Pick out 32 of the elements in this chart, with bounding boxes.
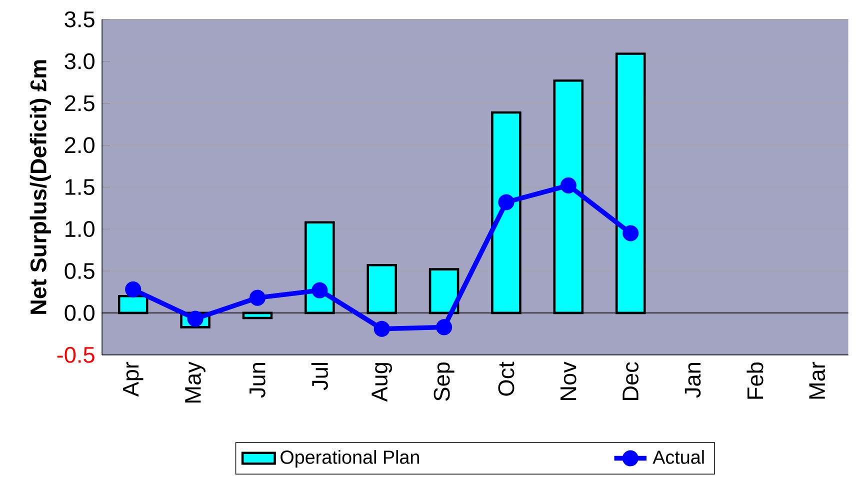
legend-label: Actual <box>652 450 704 464</box>
legend-label: Operational Plan <box>280 450 419 468</box>
x-tick-label: Oct <box>498 362 514 396</box>
x-tick-label: Feb <box>746 362 764 399</box>
x-tick-label: Apr <box>122 362 144 397</box>
y-tick-label: -0.5 <box>57 346 94 363</box>
y-tick-label: 1.0 <box>66 221 94 238</box>
y-tick-label: 1.5 <box>66 179 94 196</box>
y-tick-label: 0.5 <box>64 263 94 280</box>
x-tick-label: Dec <box>622 362 638 400</box>
y-axis-title: Net Surplus/(Deficit) £m <box>30 60 51 314</box>
x-tick-label: Jul <box>311 363 328 390</box>
x-tick-label: Mar <box>809 362 826 399</box>
point <box>498 194 514 210</box>
y-tick-label: 2.0 <box>65 137 94 154</box>
x-tick-label: Jan <box>684 363 701 398</box>
y-tick-label: 3.0 <box>64 53 94 70</box>
point <box>560 177 576 194</box>
x-tick-label: Nov <box>560 362 576 400</box>
x-tick-label: Aug <box>372 363 392 402</box>
point <box>312 282 328 298</box>
point <box>374 320 390 337</box>
point <box>125 282 142 298</box>
x-tick-label: May <box>185 362 206 403</box>
y-tick-label: 2.5 <box>65 95 94 112</box>
point <box>622 225 639 242</box>
x-tick-label: Jun <box>250 363 266 398</box>
y-tick-label: 0.0 <box>64 305 94 322</box>
point <box>436 319 452 336</box>
x-tick-label: Sep <box>434 362 454 401</box>
y-tick-label: 3.5 <box>64 11 94 28</box>
point <box>249 290 266 306</box>
